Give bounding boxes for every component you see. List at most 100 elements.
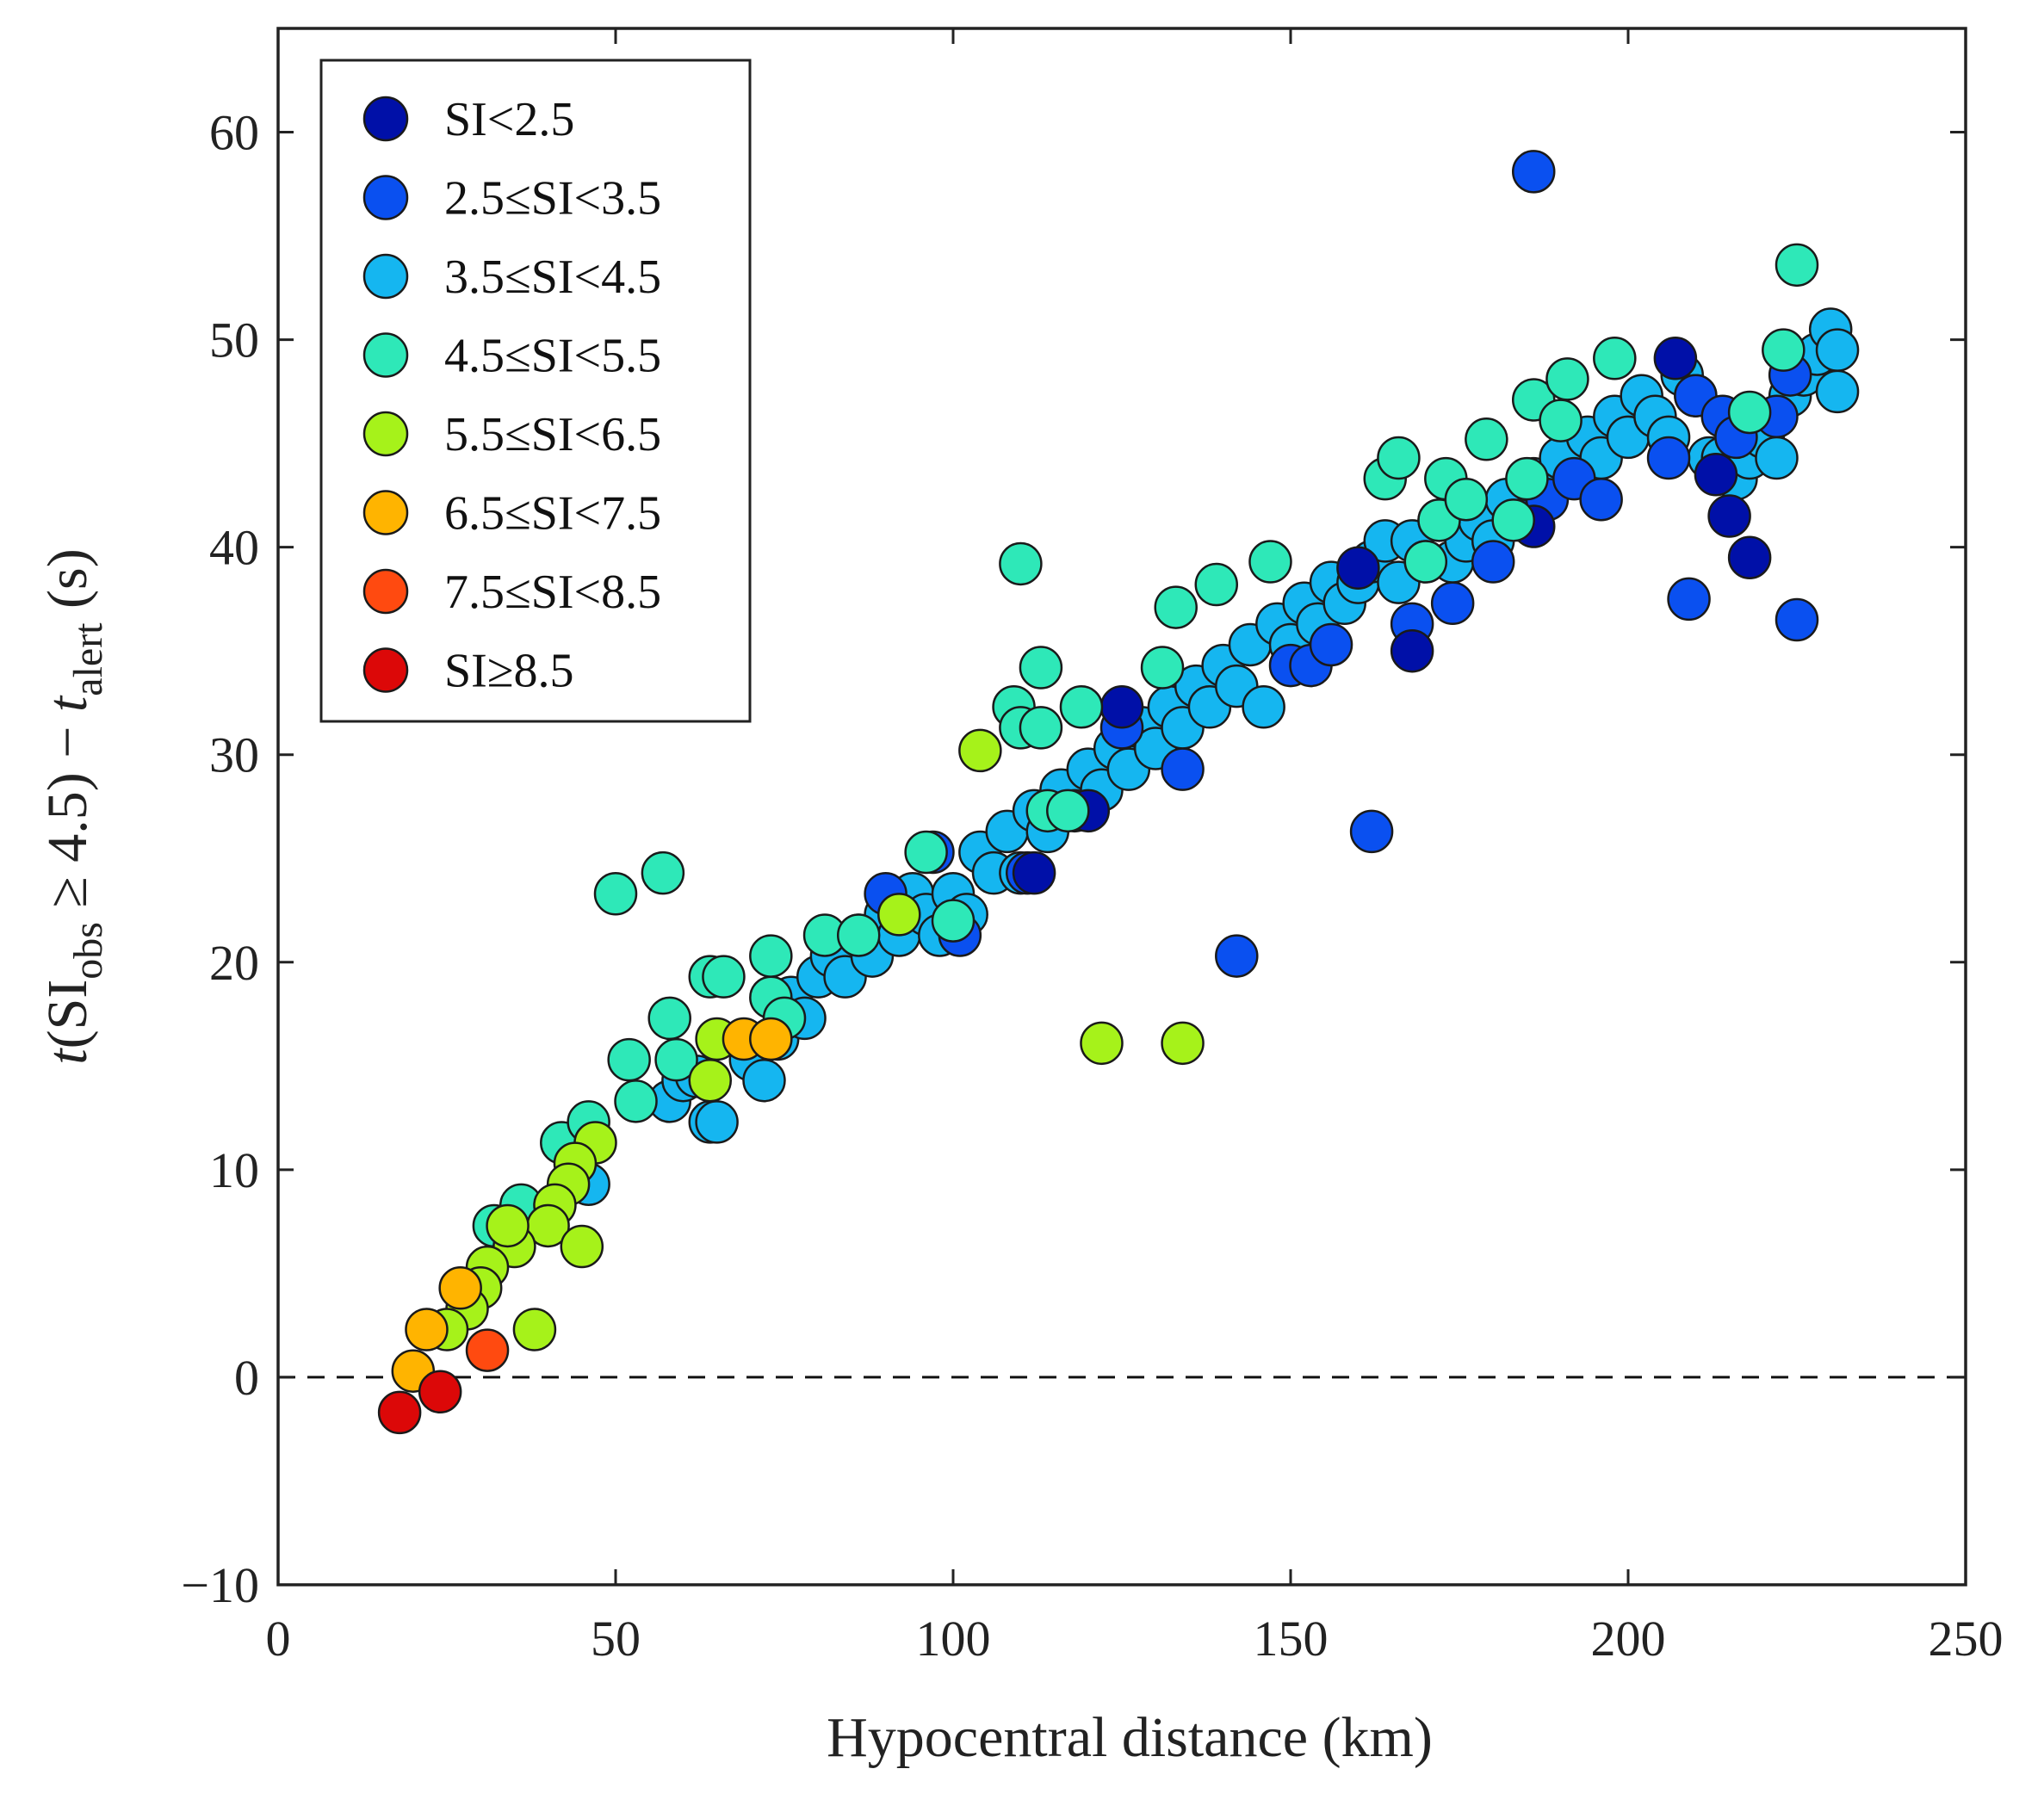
data-point-c4 xyxy=(647,996,691,1041)
data-point-c5 xyxy=(512,1308,557,1351)
data-point-c3 xyxy=(1815,369,1860,414)
y-title-unit: (s) xyxy=(36,548,99,622)
data-point-c1 xyxy=(1336,546,1380,591)
data-point-c6 xyxy=(749,1017,793,1061)
data-point-c4 xyxy=(593,871,638,916)
data-point-c2 xyxy=(1309,622,1353,667)
y-title-sub-alert: alert xyxy=(65,622,111,696)
y-tick-label: −10 xyxy=(181,1557,259,1613)
data-point-c2 xyxy=(1471,540,1515,584)
data-point-c5 xyxy=(560,1224,604,1269)
legend-marker xyxy=(362,96,409,142)
data-point-c4 xyxy=(904,830,948,875)
x-tick-label: 0 xyxy=(266,1611,291,1667)
data-point-c4 xyxy=(1762,328,1806,372)
data-point-c4 xyxy=(1775,243,1819,288)
data-point-c3 xyxy=(1815,328,1860,372)
data-point-c4 xyxy=(1403,540,1448,584)
x-tick-label: 100 xyxy=(916,1611,991,1667)
data-point-c6 xyxy=(405,1308,449,1351)
plot-frame xyxy=(276,27,1967,1586)
data-point-c4 xyxy=(607,1037,651,1082)
data-point-c4 xyxy=(1140,646,1185,690)
y-title-open: (SI xyxy=(36,980,99,1049)
data-point-c4 xyxy=(1194,562,1239,607)
data-point-c3 xyxy=(742,1058,786,1103)
data-point-c7 xyxy=(465,1328,510,1372)
y-tick-label: 0 xyxy=(234,1350,259,1406)
data-point-c3 xyxy=(1755,436,1799,480)
data-point-c5 xyxy=(1161,1021,1205,1066)
legend-label: SI≥8.5 xyxy=(444,645,574,698)
y-title-relation: ≥ 4.5) − xyxy=(36,712,99,922)
data-point-c4 xyxy=(999,541,1043,586)
data-point-c3 xyxy=(695,1100,739,1144)
data-point-c4 xyxy=(749,934,793,978)
data-point-c1 xyxy=(1099,685,1144,729)
data-point-c4 xyxy=(1545,357,1589,401)
data-point-c2 xyxy=(1511,150,1556,194)
data-point-c4 xyxy=(836,913,881,957)
data-point-c4 xyxy=(1019,646,1063,690)
data-point-c2 xyxy=(1161,747,1205,791)
data-point-c4 xyxy=(1154,585,1198,629)
data-point-c2 xyxy=(1579,477,1623,522)
legend-label: 6.5≤SI<7.5 xyxy=(444,487,661,541)
data-point-c4 xyxy=(614,1079,658,1123)
data-point-c3 xyxy=(1242,685,1285,729)
y-tick-label: 30 xyxy=(209,727,259,783)
y-tick-label: 50 xyxy=(209,312,259,368)
legend-box xyxy=(319,59,752,723)
data-point-c4 xyxy=(1444,477,1489,522)
data-point-c4 xyxy=(702,955,746,999)
data-point-c4 xyxy=(1059,685,1104,729)
legend-label: 5.5≤SI<6.5 xyxy=(444,408,661,461)
data-point-c2 xyxy=(1215,934,1259,978)
y-title-sub-obs: obs xyxy=(65,922,111,980)
data-point-c1 xyxy=(1012,850,1056,895)
y-title-t2: t xyxy=(36,695,99,712)
data-point-c4 xyxy=(1593,337,1637,380)
legend-marker xyxy=(362,175,409,220)
data-point-c1 xyxy=(1653,337,1698,380)
data-point-c1 xyxy=(1707,494,1751,538)
data-point-c1 xyxy=(1727,535,1772,579)
data-point-c5 xyxy=(877,893,921,937)
y-tick-label: 20 xyxy=(209,935,259,991)
legend-label: 3.5≤SI<4.5 xyxy=(444,250,661,304)
x-axis-title: Hypocentral distance (km) xyxy=(827,1706,1433,1769)
x-tick-label: 200 xyxy=(1591,1611,1666,1667)
legend-marker xyxy=(362,411,409,457)
data-point-c2 xyxy=(1349,809,1394,854)
data-point-c4 xyxy=(1019,706,1063,750)
y-axis-title: t(SIobs ≥ 4.5) − talert (s) xyxy=(36,548,111,1064)
data-point-c5 xyxy=(1080,1021,1124,1066)
legend-marker xyxy=(362,332,409,378)
data-point-c2 xyxy=(1646,436,1691,480)
legend-label: 2.5≤SI<3.5 xyxy=(444,172,661,226)
data-point-c4 xyxy=(1505,456,1549,501)
data-point-c6 xyxy=(438,1266,482,1310)
legend-marker xyxy=(362,490,409,535)
x-tick-label: 50 xyxy=(591,1611,641,1667)
data-point-c1 xyxy=(1694,453,1738,497)
legend-marker xyxy=(362,253,409,300)
data-point-c4 xyxy=(1727,390,1772,435)
data-point-c4 xyxy=(1491,498,1535,542)
data-point-c4 xyxy=(1465,417,1508,461)
data-point-c4 xyxy=(931,899,976,943)
legend-label: 4.5≤SI<5.5 xyxy=(444,330,661,383)
data-points xyxy=(377,150,1860,1435)
legend-label: SI<2.5 xyxy=(444,93,574,146)
x-tick-label: 250 xyxy=(1929,1611,2004,1667)
data-point-c4 xyxy=(1539,399,1583,442)
data-point-c5 xyxy=(958,728,1002,773)
data-point-c2 xyxy=(1775,597,1819,642)
data-point-c4 xyxy=(1377,436,1421,480)
x-tick-label: 150 xyxy=(1254,1611,1329,1667)
y-tick-label: 40 xyxy=(209,520,259,576)
data-point-c5 xyxy=(486,1203,530,1248)
y-title-t: t xyxy=(36,1048,99,1065)
